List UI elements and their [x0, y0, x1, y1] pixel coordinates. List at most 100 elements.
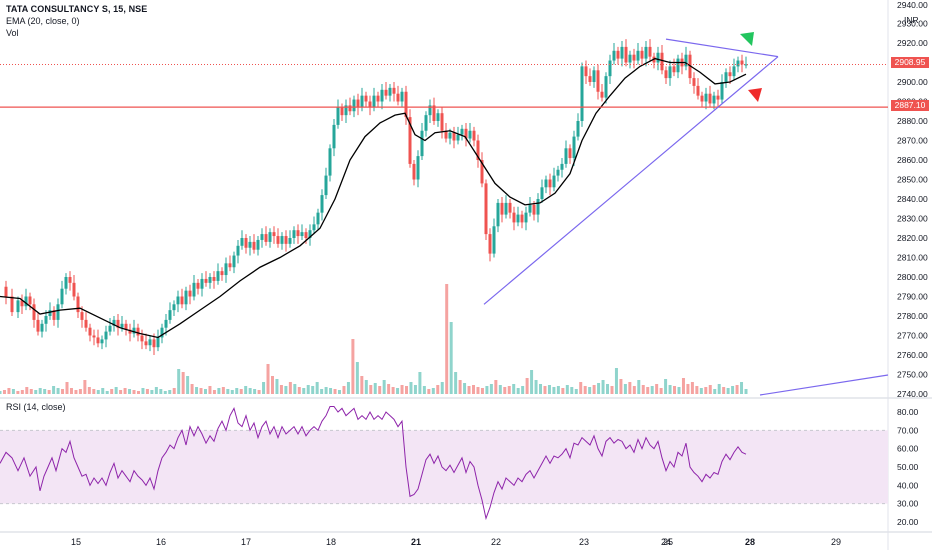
- volume-bar: [132, 390, 136, 394]
- candle: [236, 245, 240, 256]
- volume-bar: [16, 391, 20, 394]
- volume-bar: [230, 390, 234, 394]
- volume-bar: [690, 382, 694, 394]
- candle: [248, 241, 252, 248]
- candle: [396, 93, 400, 102]
- candle: [256, 239, 260, 250]
- candle: [120, 323, 124, 328]
- volume-bar: [427, 389, 431, 394]
- rsi-tick-label: 70.00: [897, 425, 919, 435]
- candle: [440, 113, 444, 131]
- volume-bar: [355, 362, 359, 394]
- candle: [720, 82, 724, 100]
- candle: [408, 117, 412, 164]
- rsi-tick-label: 50.00: [897, 462, 919, 472]
- candle: [572, 136, 576, 159]
- candle: [144, 341, 148, 346]
- volume-bar: [740, 382, 744, 394]
- candle: [328, 148, 332, 176]
- volume-bar: [302, 388, 306, 394]
- candle: [132, 327, 136, 334]
- candle: [140, 335, 144, 342]
- volume-bar: [449, 322, 453, 394]
- volume-bar: [373, 383, 377, 394]
- volume-bar: [713, 389, 717, 394]
- candle: [348, 105, 352, 112]
- candle: [520, 214, 524, 223]
- ema-line: [0, 57, 747, 339]
- volume-bar: [445, 284, 449, 394]
- volume-bar: [324, 387, 328, 394]
- volume-bar: [704, 387, 708, 394]
- candle: [660, 52, 664, 71]
- candle: [588, 76, 592, 82]
- volume-bar: [458, 380, 462, 394]
- volume-bar: [539, 384, 543, 394]
- candle: [552, 175, 556, 188]
- price-tick-label: 2920.00: [897, 38, 928, 48]
- candle: [696, 85, 700, 96]
- volume-bar: [136, 391, 140, 394]
- price-tick-label: 2760.00: [897, 350, 928, 360]
- candle: [644, 46, 648, 59]
- candle: [400, 91, 404, 102]
- volume-bar: [329, 388, 333, 394]
- volume-bar: [333, 389, 337, 394]
- volume-bar: [552, 387, 556, 394]
- volume-bar: [731, 386, 735, 394]
- volume-bar: [668, 385, 672, 394]
- candle: [156, 337, 160, 348]
- time-tick-label: 18: [326, 537, 336, 547]
- candle: [184, 290, 188, 305]
- candle: [700, 95, 704, 102]
- candle: [260, 234, 264, 240]
- volume-bar: [530, 370, 534, 394]
- volume-bar: [253, 389, 257, 394]
- volume-bar: [199, 388, 203, 394]
- candle: [492, 226, 496, 254]
- volume-bar: [597, 383, 601, 394]
- candle: [296, 230, 300, 237]
- candle: [60, 288, 64, 305]
- candle: [272, 232, 276, 237]
- candle: [180, 296, 184, 305]
- volume-bar: [503, 387, 507, 394]
- price-tick-label: 2770.00: [897, 331, 928, 341]
- candle: [176, 296, 180, 305]
- volume-bar: [168, 390, 172, 394]
- volume-bar: [163, 391, 167, 394]
- candle: [360, 95, 364, 108]
- candle: [64, 277, 68, 289]
- volume-legend: Vol: [6, 28, 19, 38]
- candle: [300, 232, 304, 237]
- candle: [452, 132, 456, 141]
- candle: [592, 70, 596, 82]
- time-tick-label: 23: [579, 537, 589, 547]
- volume-bar: [297, 387, 301, 394]
- rsi-tick-label: 40.00: [897, 480, 919, 490]
- candle: [172, 304, 176, 311]
- candle: [340, 107, 344, 116]
- volume-bar: [480, 388, 484, 394]
- volume-bar: [472, 385, 476, 394]
- rsi-tick-label: 20.00: [897, 517, 919, 527]
- volume-bar: [154, 387, 158, 394]
- volume-bar: [561, 388, 565, 394]
- last-price-badge: 2908.95: [891, 57, 929, 68]
- volume-bar: [56, 388, 60, 394]
- volume-bar: [498, 385, 502, 394]
- volume-bar: [659, 388, 663, 394]
- volume-bar: [52, 386, 56, 394]
- volume-bar: [396, 388, 400, 394]
- volume-bar: [476, 387, 480, 394]
- volume-bar: [454, 372, 458, 394]
- candle: [448, 132, 452, 139]
- candle: [508, 202, 512, 213]
- candle: [376, 95, 380, 102]
- candle: [280, 236, 284, 244]
- volume-bar: [735, 385, 739, 394]
- candle: [404, 91, 408, 118]
- candle: [304, 232, 308, 238]
- candle: [316, 212, 320, 225]
